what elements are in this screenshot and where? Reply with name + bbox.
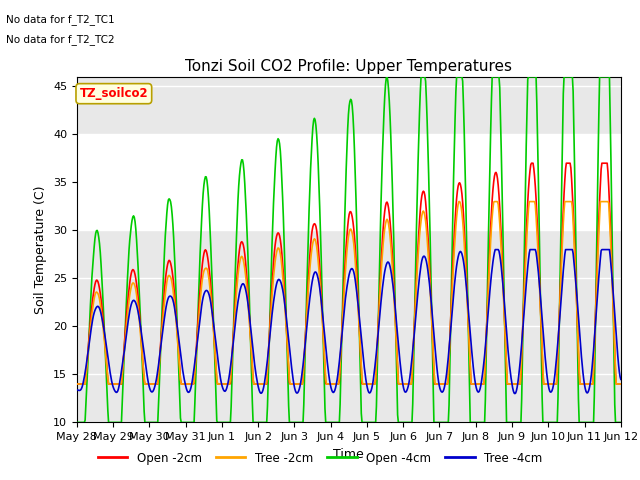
Tree -4cm xyxy=(492,247,499,252)
Open -2cm xyxy=(431,381,438,387)
Tree -2cm xyxy=(455,199,463,204)
Tree -2cm xyxy=(431,379,438,385)
X-axis label: Time: Time xyxy=(333,448,364,461)
Open -2cm xyxy=(194,320,202,325)
Tree -2cm xyxy=(73,381,81,387)
Tree -4cm xyxy=(617,376,625,382)
Title: Tonzi Soil CO2 Profile: Upper Temperatures: Tonzi Soil CO2 Profile: Upper Temperatur… xyxy=(186,59,512,74)
Text: No data for f_T2_TC1: No data for f_T2_TC1 xyxy=(6,14,115,25)
Tree -2cm xyxy=(415,242,422,248)
Tree -2cm xyxy=(194,328,202,334)
Bar xyxy=(77,134,621,230)
Open -4cm xyxy=(194,312,202,317)
Tree -4cm xyxy=(194,335,202,340)
Tree -4cm xyxy=(511,391,518,396)
Line: Tree -4cm: Tree -4cm xyxy=(77,250,621,394)
Text: No data for f_T2_TC2: No data for f_T2_TC2 xyxy=(6,34,115,45)
Open -2cm xyxy=(617,381,625,387)
Open -4cm xyxy=(383,74,391,80)
Open -4cm xyxy=(416,109,424,115)
Open -2cm xyxy=(139,357,147,362)
Tree -2cm xyxy=(139,358,147,363)
Open -2cm xyxy=(415,230,422,236)
Open -2cm xyxy=(83,365,90,371)
Y-axis label: Soil Temperature (C): Soil Temperature (C) xyxy=(35,185,47,314)
Tree -2cm xyxy=(83,367,90,372)
Line: Open -4cm: Open -4cm xyxy=(77,77,621,422)
Line: Open -2cm: Open -2cm xyxy=(77,163,621,384)
Open -2cm xyxy=(73,381,81,387)
Legend: Open -2cm, Tree -2cm, Open -4cm, Tree -4cm: Open -2cm, Tree -2cm, Open -4cm, Tree -4… xyxy=(93,447,547,469)
Open -4cm xyxy=(431,420,439,425)
Tree -4cm xyxy=(431,340,438,346)
Open -2cm xyxy=(223,381,230,387)
Tree -4cm xyxy=(83,360,90,365)
Open -4cm xyxy=(223,420,230,425)
Tree -4cm xyxy=(139,339,147,345)
Open -2cm xyxy=(528,160,536,166)
Tree -2cm xyxy=(223,381,230,387)
Tree -4cm xyxy=(73,387,81,393)
Line: Tree -2cm: Tree -2cm xyxy=(77,202,621,384)
Tree -2cm xyxy=(617,381,625,387)
Tree -4cm xyxy=(415,281,422,287)
Text: TZ_soilco2: TZ_soilco2 xyxy=(79,87,148,100)
Open -4cm xyxy=(73,420,81,425)
Tree -4cm xyxy=(223,385,230,391)
Open -4cm xyxy=(139,369,147,374)
Open -4cm xyxy=(617,420,625,425)
Open -4cm xyxy=(83,386,90,392)
